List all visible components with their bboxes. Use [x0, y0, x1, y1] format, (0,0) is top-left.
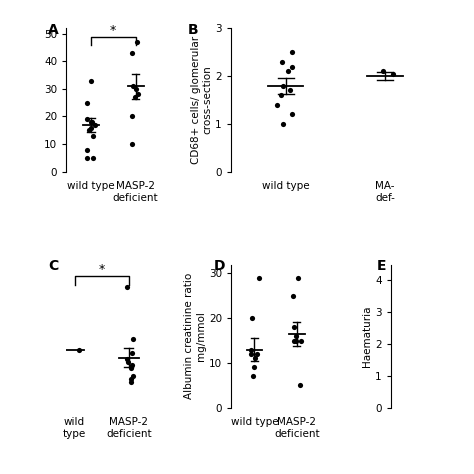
Point [90, 132, 97, 139]
Point [289, 48, 296, 56]
Point [128, 349, 136, 357]
Point [88, 118, 95, 126]
Point [251, 355, 259, 362]
Text: D: D [214, 259, 225, 273]
Text: *: * [99, 263, 105, 276]
Point [289, 292, 297, 300]
Point [129, 82, 137, 90]
Point [83, 116, 91, 123]
Point [123, 283, 130, 291]
Point [129, 373, 137, 380]
Point [89, 154, 96, 162]
Point [286, 87, 293, 94]
Point [297, 337, 304, 344]
Point [88, 77, 95, 84]
Point [128, 375, 135, 383]
Point [284, 68, 292, 75]
Text: A: A [48, 23, 59, 36]
Text: *: * [110, 24, 117, 36]
Point [288, 63, 296, 71]
Point [83, 99, 91, 107]
Y-axis label: Albumin creatinine ratio
mg/mmol: Albumin creatinine ratio mg/mmol [184, 273, 206, 399]
Point [390, 70, 397, 78]
Point [85, 127, 93, 134]
Point [128, 113, 136, 120]
Point [295, 274, 302, 282]
Point [124, 358, 131, 365]
Point [87, 124, 94, 131]
Point [279, 82, 286, 90]
Point [289, 110, 296, 118]
Point [132, 85, 140, 93]
Point [279, 58, 286, 65]
Point [247, 346, 255, 353]
Point [278, 91, 285, 99]
Point [290, 323, 297, 331]
Y-axis label: CD68+ cells/ glomerular
cross-section: CD68+ cells/ glomerular cross-section [191, 36, 212, 164]
Point [380, 68, 387, 75]
Point [128, 49, 136, 57]
Text: C: C [48, 259, 58, 273]
Point [128, 361, 136, 368]
Point [135, 91, 142, 98]
Point [273, 101, 281, 109]
Point [127, 364, 135, 371]
Point [88, 118, 95, 126]
Point [249, 373, 256, 380]
Point [128, 140, 136, 148]
Point [253, 350, 260, 358]
Point [292, 337, 300, 344]
Point [124, 355, 131, 363]
Text: B: B [188, 23, 199, 36]
Point [248, 314, 255, 322]
Point [255, 274, 262, 282]
Point [91, 121, 99, 128]
Point [83, 146, 91, 153]
Text: E: E [377, 259, 386, 273]
Point [127, 378, 135, 386]
Point [296, 382, 304, 389]
Point [279, 120, 287, 128]
Point [129, 335, 137, 343]
Y-axis label: Haematuria: Haematuria [362, 305, 373, 367]
Point [291, 337, 298, 344]
Point [131, 93, 139, 101]
Point [83, 154, 91, 162]
Point [133, 38, 140, 46]
Point [292, 332, 300, 340]
Point [247, 350, 255, 358]
Point [251, 364, 258, 371]
Point [76, 346, 83, 354]
